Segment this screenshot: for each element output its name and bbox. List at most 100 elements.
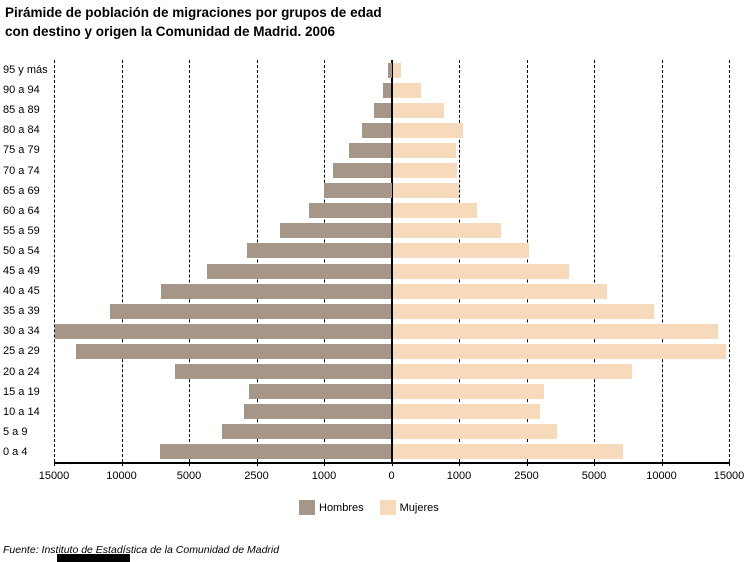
y-axis-label: 20 a 24 xyxy=(3,365,40,378)
axis-tick xyxy=(459,462,460,466)
x-axis-tick-label: 1000 xyxy=(446,470,472,482)
x-axis-labels: 15000 10000 5000 2500 1000 0 1000 2500 5000 10000… xyxy=(39,470,745,486)
bar-mujeres xyxy=(392,122,464,138)
y-axis-label: 55 a 59 xyxy=(3,224,40,237)
x-axis-tick-label: 2500 xyxy=(244,470,269,482)
plot-area xyxy=(54,60,730,466)
y-axis-label: 85 a 89 xyxy=(3,104,40,117)
source-note: Fuente: Instituto de Estadística de la C… xyxy=(3,544,280,556)
y-axis-label: 45 a 49 xyxy=(3,265,40,278)
grid-line xyxy=(526,60,528,462)
bar-hombres xyxy=(324,183,392,199)
bar-mujeres xyxy=(392,364,633,380)
grid-line xyxy=(54,60,55,462)
axis-tick xyxy=(729,462,730,466)
grid-line xyxy=(121,60,123,462)
bar-mujeres xyxy=(392,384,545,400)
bar-mujeres xyxy=(392,82,421,98)
axis-tick xyxy=(256,462,258,466)
bar-hombres xyxy=(361,122,392,138)
axis-tick xyxy=(121,462,123,466)
axis-tick xyxy=(661,462,663,466)
bar-mujeres xyxy=(392,444,623,460)
x-axis-tick-label: 10000 xyxy=(646,470,677,482)
bar-hombres xyxy=(75,343,392,359)
bar-hombres xyxy=(248,384,392,400)
bar-hombres xyxy=(221,424,392,440)
legend-label-mujeres: Mujeres xyxy=(399,501,439,514)
legend-label-hombres: Hombres xyxy=(319,501,364,514)
x-axis-tick-label: 10000 xyxy=(106,470,137,482)
bar-hombres xyxy=(348,142,392,158)
y-axis-label: 90 a 94 xyxy=(3,84,40,97)
bar-mujeres xyxy=(392,102,444,118)
y-axis-label: 35 a 39 xyxy=(3,305,40,318)
y-axis-label: 10 a 14 xyxy=(3,405,40,418)
y-axis-label: 60 a 64 xyxy=(3,204,40,217)
bar-mujeres xyxy=(392,283,607,299)
y-axis-label: 5 a 9 xyxy=(3,425,28,438)
x-axis-tick-label: 2500 xyxy=(514,470,539,482)
bar-hombres xyxy=(159,444,392,460)
bar-hombres xyxy=(247,243,392,259)
bar-mujeres xyxy=(392,142,456,158)
axis-tick xyxy=(391,462,393,466)
bar-mujeres xyxy=(392,183,460,199)
y-axis-label: 0 a 4 xyxy=(3,445,28,458)
grid-line xyxy=(661,60,663,462)
y-axis-labels: 95 y más 90 a 94 85 a 89 80 a 84 75 a 79 70 a… xyxy=(3,60,53,462)
x-axis-tick-label: 5000 xyxy=(581,470,607,482)
y-axis-label: 70 a 74 xyxy=(3,164,40,177)
legend-entry-hombres: Hombres xyxy=(299,500,364,515)
bar-hombres xyxy=(333,163,392,179)
axis-tick xyxy=(324,462,325,466)
bar-hombres xyxy=(55,323,392,339)
bar-hombres xyxy=(110,303,392,319)
bar-mujeres xyxy=(392,163,457,179)
bottom-edge-artifact xyxy=(57,554,130,562)
bar-hombres xyxy=(388,62,392,78)
y-axis-label: 25 a 29 xyxy=(3,345,40,358)
axis-tick xyxy=(526,462,528,466)
legend-entry-mujeres: Mujeres xyxy=(379,500,439,515)
grid-line xyxy=(189,60,190,462)
bar-hombres xyxy=(373,102,392,118)
bar-hombres xyxy=(174,364,392,380)
chart-title: Pirámide de población de migraciones por… xyxy=(5,5,382,39)
grid-line xyxy=(459,60,460,462)
bar-mujeres xyxy=(392,323,719,339)
bar-mujeres xyxy=(392,243,530,259)
grid-line xyxy=(594,60,595,462)
hombres-swatch-icon xyxy=(299,500,315,515)
grid-line xyxy=(256,60,258,462)
bar-hombres xyxy=(207,263,392,279)
x-axis-tick-label: 0 xyxy=(388,470,395,482)
y-axis-label: 50 a 54 xyxy=(3,244,40,257)
y-axis-label: 65 a 69 xyxy=(3,184,40,197)
grid-line xyxy=(729,60,730,462)
bar-mujeres xyxy=(392,343,726,359)
zero-axis-line xyxy=(390,60,393,462)
mujeres-swatch-icon xyxy=(379,500,396,515)
y-axis-label: 80 a 84 xyxy=(3,124,40,137)
grid-line xyxy=(324,60,325,462)
bar-hombres xyxy=(309,203,392,219)
bar-hombres xyxy=(161,283,392,299)
bar-mujeres xyxy=(392,62,402,78)
x-axis-tick-label: 5000 xyxy=(176,470,202,482)
y-axis-label: 15 a 19 xyxy=(3,385,40,398)
bar-hombres xyxy=(244,404,392,420)
bar-mujeres xyxy=(392,203,478,219)
bar-mujeres xyxy=(392,223,501,239)
legend: Hombres Mujeres xyxy=(299,500,439,515)
bar-hombres xyxy=(383,82,392,98)
x-axis-tick-label: 15000 xyxy=(38,470,70,482)
bar-mujeres xyxy=(392,263,570,279)
y-axis-label: 40 a 45 xyxy=(3,285,40,298)
axis-tick xyxy=(594,462,595,466)
y-axis-label: 30 a 34 xyxy=(3,325,40,338)
x-axis-tick-label: 15000 xyxy=(713,470,745,482)
axis-tick xyxy=(189,462,190,466)
y-axis-label: 95 y más xyxy=(3,64,48,77)
